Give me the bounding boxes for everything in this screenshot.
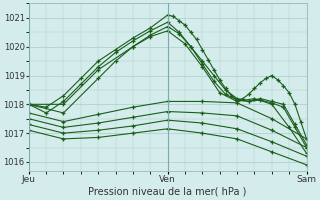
X-axis label: Pression niveau de la mer( hPa ): Pression niveau de la mer( hPa ) xyxy=(88,187,247,197)
